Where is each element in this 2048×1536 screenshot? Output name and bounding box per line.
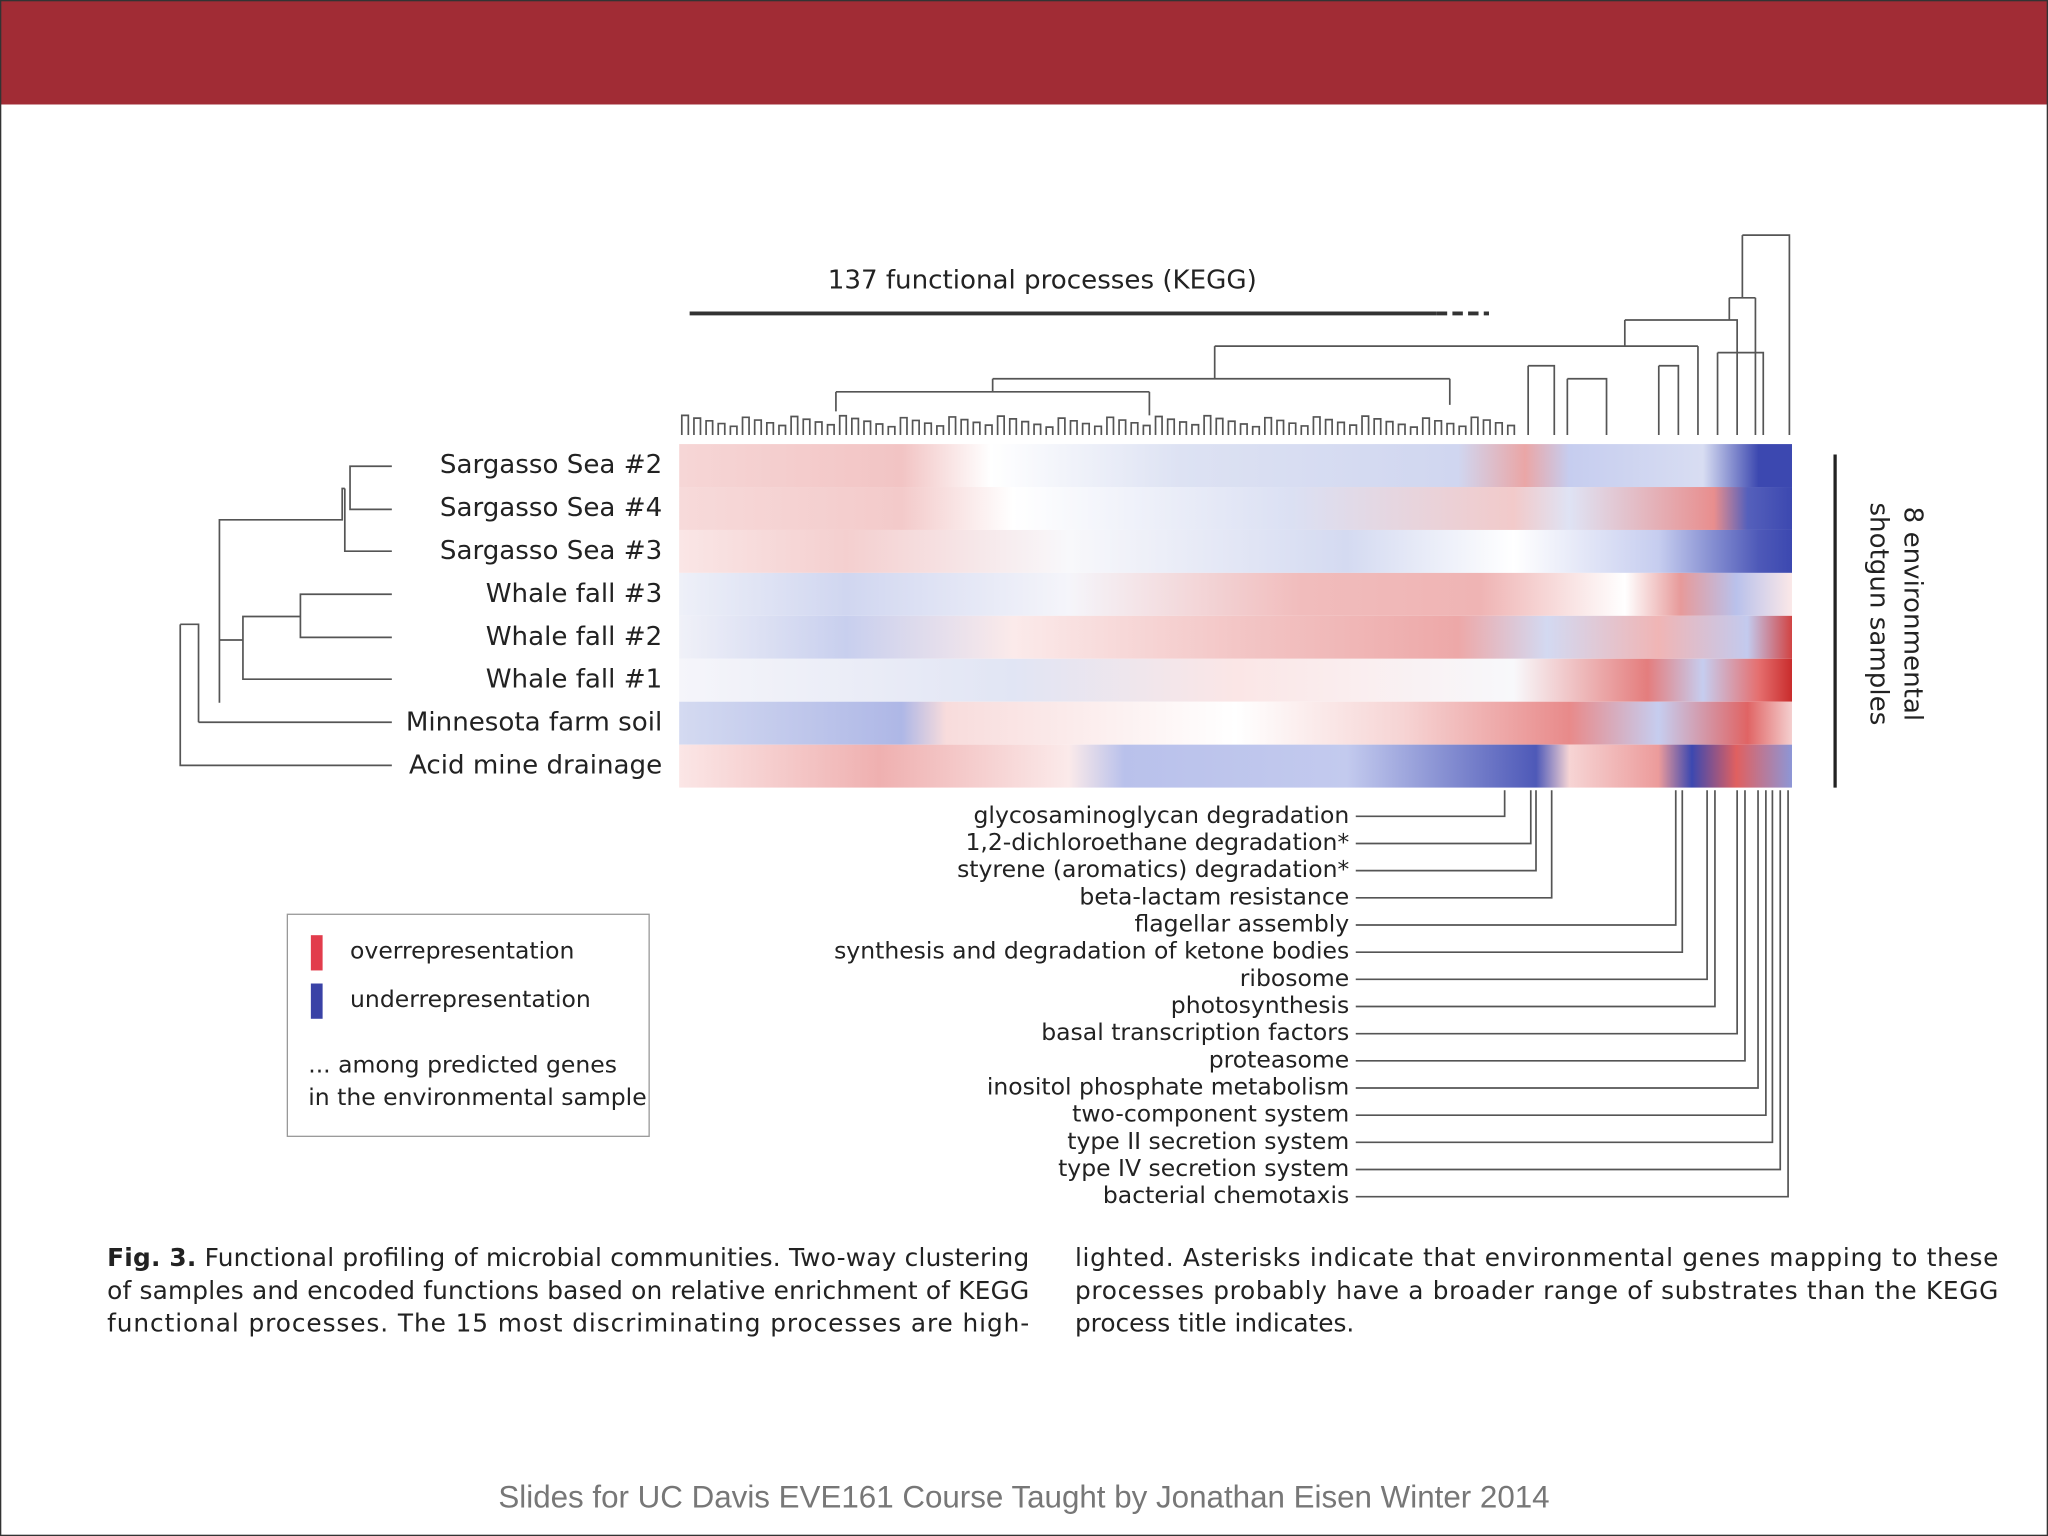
- process-leader: [1355, 790, 1782, 1171]
- sample-label: Whale fall #1: [486, 665, 662, 695]
- sample-label: Minnesota farm soil: [406, 708, 662, 738]
- process-leader: [1355, 790, 1684, 954]
- sample-label: Acid mine drainage: [409, 751, 662, 781]
- process-leader: [1355, 790, 1506, 818]
- legend-swatch-over: [310, 935, 323, 971]
- heatmap-row: [679, 572, 1793, 616]
- process-leader: [1355, 790, 1537, 872]
- legend-note: ... among predicted genes: [308, 1050, 617, 1078]
- process-label: glycosaminoglycan degradation: [974, 801, 1350, 829]
- sample-label: Whale fall #2: [486, 622, 662, 652]
- caption-line: of samples and encoded functions based o…: [107, 1276, 1029, 1305]
- sample-label: Sargasso Sea #4: [440, 493, 662, 523]
- process-label: flagellar assembly: [1134, 909, 1349, 937]
- process-leader: [1355, 790, 1532, 845]
- process-label: bacterial chemotaxis: [1103, 1181, 1349, 1209]
- process-label: photosynthesis: [1171, 991, 1349, 1019]
- side-label-line: shotgun samples: [1864, 502, 1894, 725]
- process-leader: [1355, 790, 1708, 981]
- process-leader: [1355, 790, 1789, 1198]
- heatmap: [679, 444, 1793, 788]
- heatmap-row: [679, 529, 1793, 573]
- footer: Slides for UC Davis EVE161 Course Taught…: [498, 1480, 1549, 1515]
- process-label: type IV secretion system: [1058, 1154, 1349, 1182]
- process-label: 1,2-dichloroethane degradation*: [965, 828, 1349, 856]
- legend-note: in the environmental sample: [308, 1083, 646, 1111]
- process-label: ribosome: [1240, 964, 1349, 992]
- figure-title: 137 functional processes (KEGG): [828, 265, 1257, 295]
- sample-labels: Sargasso Sea #2 Sargasso Sea #4 Sargasso S…: [406, 450, 662, 781]
- column-dendrogram: [835, 234, 1791, 435]
- process-leader: [1355, 790, 1677, 926]
- row-dendrogram: [179, 465, 392, 767]
- side-label: 8 environmental shotgun samples: [1864, 502, 1928, 725]
- sample-label: Whale fall #3: [486, 579, 662, 609]
- legend-item: underrepresentation: [350, 985, 591, 1013]
- side-label-line: 8 environmental: [1898, 507, 1928, 721]
- caption-text: Functional profiling of microbial commun…: [205, 1243, 1030, 1272]
- sample-label: Sargasso Sea #2: [440, 450, 662, 480]
- process-label: inositol phosphate metabolism: [987, 1073, 1349, 1101]
- process-leader: [1355, 790, 1767, 1117]
- caption-line: lighted. Asterisks indicate that environ…: [1075, 1243, 1998, 1272]
- heatmap-row: [679, 487, 1793, 530]
- legend-swatch-under: [310, 983, 323, 1019]
- process-label: two-component system: [1072, 1100, 1349, 1128]
- process-leader: [1355, 790, 1759, 1089]
- caption-line: Fig. 3. Functional profiling of microbia…: [107, 1243, 1029, 1272]
- process-label: basal transcription factors: [1041, 1018, 1349, 1046]
- process-leader: [1355, 790, 1738, 1035]
- heatmap-row: [679, 658, 1793, 702]
- legend-box: [286, 913, 650, 1137]
- heatmap-row: [679, 701, 1793, 745]
- process-label: beta-lactam resistance: [1079, 882, 1349, 910]
- process-label: synthesis and degradation of ketone bodi…: [834, 937, 1349, 965]
- caption-line: processes probably have a broader range …: [1075, 1276, 1998, 1305]
- sample-label: Sargasso Sea #3: [440, 536, 662, 566]
- process-label: proteasome: [1209, 1045, 1349, 1073]
- column-leaves: [680, 414, 1516, 435]
- process-leader: [1355, 790, 1774, 1144]
- process-label: type II secretion system: [1067, 1127, 1349, 1155]
- heatmap-row: [679, 444, 1793, 488]
- heatmap-row: [679, 615, 1793, 659]
- caption-line: process title indicates.: [1075, 1308, 1354, 1337]
- caption-label: Fig. 3.: [107, 1243, 196, 1272]
- process-labels: glycosaminoglycan degradation1,2-dichlor…: [834, 790, 1789, 1209]
- heatmap-row: [679, 744, 1793, 788]
- caption-line: functional processes. The 15 most discri…: [107, 1308, 1029, 1337]
- header-band: [0, 0, 2048, 105]
- process-leader: [1355, 790, 1716, 1008]
- leaf-path: [680, 414, 1516, 435]
- process-leader: [1355, 790, 1553, 899]
- process-leader: [1355, 790, 1746, 1062]
- legend-item: overrepresentation: [350, 937, 574, 965]
- process-label: styrene (aromatics) degradation*: [957, 855, 1349, 883]
